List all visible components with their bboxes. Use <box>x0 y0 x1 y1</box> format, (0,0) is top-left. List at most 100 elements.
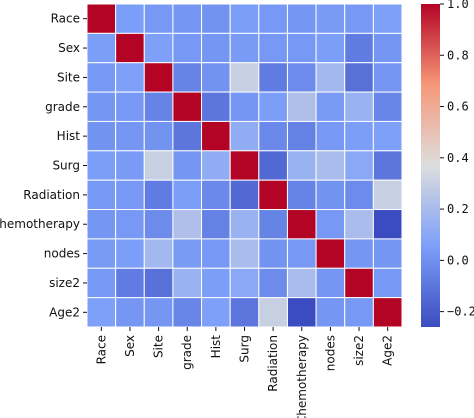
heatmap-cell-Race-Age2 <box>372 3 403 34</box>
heatmap-cell-Surg-nodes <box>315 150 346 181</box>
x-tick-label: Radiation <box>266 335 280 392</box>
heatmap-cell-size2-Age2 <box>372 267 403 299</box>
heatmap-cell-nodes-grade <box>172 238 203 269</box>
heatmap-cell-nodes-Hist <box>201 238 231 269</box>
heatmap-cell-Surg-Site <box>143 150 174 181</box>
heatmap-cell-grade-Chemotherapy <box>286 91 317 122</box>
heatmap-cell-Sex-Chemotherapy <box>286 32 317 64</box>
heatmap-cell-Age2-Hist <box>201 297 231 328</box>
colorbar-tick-label: 1.0 <box>447 0 469 11</box>
heatmap-cell-Race-Surg <box>229 3 260 34</box>
heatmap-cell-Race-nodes <box>315 3 346 34</box>
x-tick-label: nodes <box>323 335 337 371</box>
y-tick-label: grade <box>45 100 80 114</box>
y-tick-label: Age2 <box>49 305 80 319</box>
colorbar-gradient <box>421 4 440 327</box>
heatmap-cell-Sex-Site <box>143 32 174 64</box>
heatmap-cell-Age2-Site <box>143 297 174 328</box>
heatmap-cell-Age2-Age2 <box>372 297 403 328</box>
heatmap-cell-size2-nodes <box>315 267 346 299</box>
heatmap-cell-Hist-grade <box>172 120 203 152</box>
heatmap-cells <box>86 3 403 328</box>
heatmap-cell-Sex-Radiation <box>258 32 288 64</box>
y-tick-label: Site <box>57 70 80 84</box>
heatmap-cell-Chemotherapy-Sex <box>115 209 145 240</box>
heatmap-cell-nodes-Race <box>86 238 117 269</box>
colorbar-tick-label: 0.0 <box>447 253 469 267</box>
heatmap-cell-Chemotherapy-Radiation <box>258 209 288 240</box>
heatmap-cell-nodes-nodes <box>315 238 346 269</box>
y-tick-label: nodes <box>44 247 80 261</box>
heatmap-cell-Age2-Radiation <box>258 297 288 328</box>
heatmap-cell-Hist-Age2 <box>372 120 403 152</box>
heatmap-cell-nodes-size2 <box>344 238 374 269</box>
heatmap-cell-Radiation-size2 <box>344 179 374 211</box>
heatmap-cell-Sex-Sex <box>115 32 145 64</box>
colorbar-tick-label: 0.2 <box>447 202 469 216</box>
heatmap-cell-grade-grade <box>172 91 203 122</box>
heatmap-cell-nodes-Radiation <box>258 238 288 269</box>
heatmap-cell-grade-Site <box>143 91 174 122</box>
heatmap-cell-size2-grade <box>172 267 203 299</box>
y-tick-label: Chemotherapy <box>0 217 80 231</box>
colorbar: 1.0 0.8 0.6 0.4 0.2 0.0 −0.2 <box>421 0 474 327</box>
x-tick-label: Surg <box>238 335 252 363</box>
heatmap-cell-Site-Sex <box>115 62 145 93</box>
heatmap-cell-nodes-Site <box>143 238 174 269</box>
heatmap-cell-Chemotherapy-Chemotherapy <box>286 209 317 240</box>
heatmap-cell-grade-Radiation <box>258 91 288 122</box>
heatmap-cell-Sex-Surg <box>229 32 260 64</box>
heatmap-cell-Race-size2 <box>344 3 374 34</box>
heatmap-cell-Age2-Surg <box>229 297 260 328</box>
heatmap-cell-Surg-Age2 <box>372 150 403 181</box>
heatmap-cell-Surg-Race <box>86 150 117 181</box>
heatmap-cell-size2-Sex <box>115 267 145 299</box>
heatmap-cell-Age2-Chemotherapy <box>286 297 317 328</box>
heatmap-cell-Surg-size2 <box>344 150 374 181</box>
heatmap-cell-grade-Surg <box>229 91 260 122</box>
heatmap-cell-Surg-Hist <box>201 150 231 181</box>
heatmap-cell-Radiation-nodes <box>315 179 346 211</box>
heatmap-cell-Chemotherapy-size2 <box>344 209 374 240</box>
heatmap-cell-Race-grade <box>172 3 203 34</box>
heatmap-cell-grade-Hist <box>201 91 231 122</box>
heatmap-cell-grade-Sex <box>115 91 145 122</box>
x-tick-label: Chemotherapy <box>295 335 309 418</box>
heatmap-cell-Site-Surg <box>229 62 260 93</box>
heatmap-cell-Radiation-Race <box>86 179 117 211</box>
heatmap-cell-Hist-Sex <box>115 120 145 152</box>
heatmap-cell-nodes-Chemotherapy <box>286 238 317 269</box>
heatmap-cell-grade-size2 <box>344 91 374 122</box>
heatmap-cell-Surg-Radiation <box>258 150 288 181</box>
y-tick-label: size2 <box>49 276 80 290</box>
heatmap-cell-Sex-size2 <box>344 32 374 64</box>
heatmap-cell-size2-Surg <box>229 267 260 299</box>
heatmap-cell-Chemotherapy-Race <box>86 209 117 240</box>
heatmap-cell-grade-Race <box>86 91 117 122</box>
x-tick-label: Site <box>152 335 166 358</box>
heatmap-cell-nodes-Sex <box>115 238 145 269</box>
heatmap-cell-Hist-Chemotherapy <box>286 120 317 152</box>
heatmap-cell-Chemotherapy-Surg <box>229 209 260 240</box>
y-tick-label: Sex <box>58 41 80 55</box>
colorbar-tick-label: 0.8 <box>447 48 469 62</box>
y-tick-label: Surg <box>52 159 80 173</box>
heatmap-cell-Race-Hist <box>201 3 231 34</box>
heatmap-cell-Hist-Radiation <box>258 120 288 152</box>
heatmap-cell-Age2-Race <box>86 297 117 328</box>
heatmap-cell-Site-Radiation <box>258 62 288 93</box>
heatmap-cell-Hist-Hist <box>201 120 231 152</box>
heatmap-cell-Radiation-Age2 <box>372 179 403 211</box>
heatmap-cell-Hist-Site <box>143 120 174 152</box>
heatmap-cell-Race-Race <box>86 3 117 34</box>
heatmap-cell-Sex-Race <box>86 32 117 64</box>
heatmap-cell-grade-nodes <box>315 91 346 122</box>
heatmap-cell-Chemotherapy-Site <box>143 209 174 240</box>
heatmap-cell-Hist-nodes <box>315 120 346 152</box>
y-tick-label: Radiation <box>23 188 80 202</box>
heatmap-cell-Surg-grade <box>172 150 203 181</box>
heatmap-cell-Site-size2 <box>344 62 374 93</box>
heatmap-cell-Radiation-Chemotherapy <box>286 179 317 211</box>
heatmap-cell-Radiation-Sex <box>115 179 145 211</box>
